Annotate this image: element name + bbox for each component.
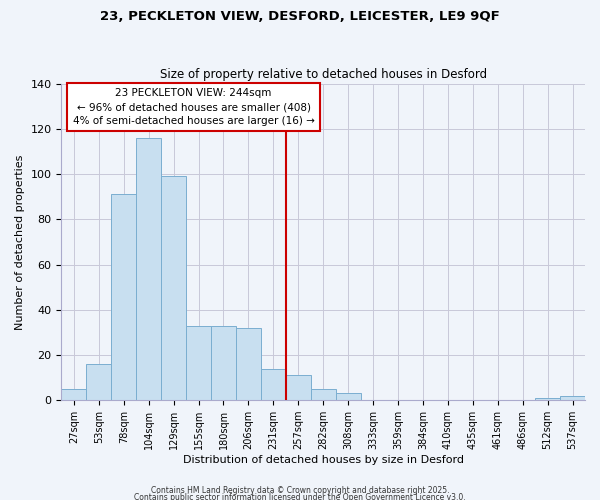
Y-axis label: Number of detached properties: Number of detached properties — [15, 154, 25, 330]
Bar — [186, 326, 211, 400]
X-axis label: Distribution of detached houses by size in Desford: Distribution of detached houses by size … — [183, 455, 464, 465]
Bar — [236, 328, 261, 400]
Bar — [61, 389, 86, 400]
Bar — [560, 396, 585, 400]
Bar — [211, 326, 236, 400]
Bar — [311, 389, 335, 400]
Text: Contains HM Land Registry data © Crown copyright and database right 2025.: Contains HM Land Registry data © Crown c… — [151, 486, 449, 495]
Bar — [335, 394, 361, 400]
Text: 23, PECKLETON VIEW, DESFORD, LEICESTER, LE9 9QF: 23, PECKLETON VIEW, DESFORD, LEICESTER, … — [100, 10, 500, 23]
Bar — [111, 194, 136, 400]
Bar — [136, 138, 161, 400]
Bar — [261, 368, 286, 400]
Text: 23 PECKLETON VIEW: 244sqm
← 96% of detached houses are smaller (408)
4% of semi-: 23 PECKLETON VIEW: 244sqm ← 96% of detac… — [73, 88, 314, 126]
Bar — [161, 176, 186, 400]
Bar — [86, 364, 111, 400]
Bar — [535, 398, 560, 400]
Bar — [286, 376, 311, 400]
Title: Size of property relative to detached houses in Desford: Size of property relative to detached ho… — [160, 68, 487, 81]
Text: Contains public sector information licensed under the Open Government Licence v3: Contains public sector information licen… — [134, 494, 466, 500]
